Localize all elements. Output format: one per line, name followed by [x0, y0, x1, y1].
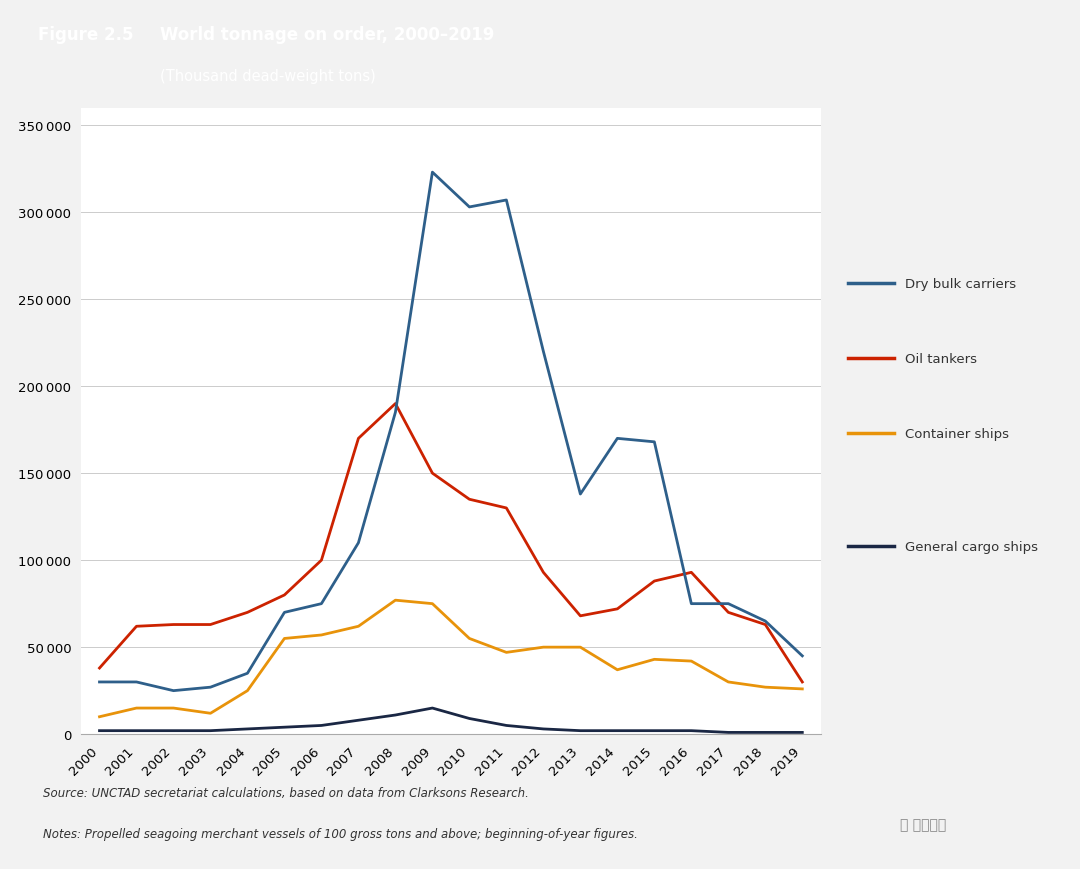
Text: General cargo ships: General cargo ships: [905, 541, 1038, 553]
Text: Container ships: Container ships: [905, 428, 1009, 441]
Text: Figure 2.5: Figure 2.5: [38, 25, 133, 43]
Text: Dry bulk carriers: Dry bulk carriers: [905, 277, 1016, 290]
Text: Notes: Propelled seagoing merchant vessels of 100 gross tons and above; beginnin: Notes: Propelled seagoing merchant vesse…: [43, 827, 638, 840]
Text: Oil tankers: Oil tankers: [905, 353, 976, 365]
Text: (Thousand dead-weight tons): (Thousand dead-weight tons): [160, 69, 376, 83]
Text: Source: UNCTAD secretariat calculations, based on data from Clarksons Research.: Source: UNCTAD secretariat calculations,…: [43, 786, 529, 799]
Text: World tonnage on order, 2000–2019: World tonnage on order, 2000–2019: [160, 25, 495, 43]
Text: 📱 信德海事: 📱 信德海事: [901, 817, 946, 831]
